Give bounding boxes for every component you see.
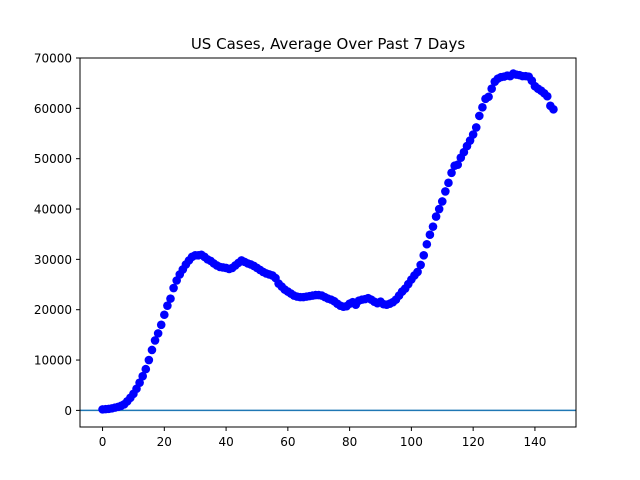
data-point — [141, 364, 151, 374]
data-point — [487, 84, 496, 94]
x-tick-label: 20 — [157, 435, 172, 449]
data-point — [413, 267, 422, 277]
data-point — [425, 230, 435, 239]
chart-title: US Cases, Average Over Past 7 Days — [191, 35, 465, 53]
data-point — [437, 197, 447, 206]
plot-area: 0 20 40 60 80 100 120 140 0 10000 20000 30000 40000 5… — [34, 52, 577, 449]
data-point — [419, 251, 429, 260]
data-point — [160, 310, 169, 320]
y-tick-label: 30000 — [34, 253, 72, 267]
data-point — [549, 105, 558, 114]
data-point — [428, 222, 438, 231]
data-point — [135, 378, 144, 387]
data-point — [150, 336, 160, 345]
data-point — [156, 320, 166, 330]
data-point — [147, 345, 157, 355]
x-tick-label: 140 — [523, 435, 546, 449]
data-point — [542, 91, 552, 101]
data-point — [144, 355, 154, 365]
y-tick-label: 10000 — [34, 354, 72, 368]
y-tick-label: 50000 — [34, 152, 72, 166]
y-tick-label: 70000 — [34, 52, 72, 66]
data-point — [475, 111, 484, 121]
x-tick-label: 60 — [280, 435, 295, 449]
data-point — [441, 187, 450, 196]
axes-frame — [79, 57, 577, 428]
x-tick-label: 0 — [99, 435, 107, 449]
y-tick-label: 20000 — [34, 303, 72, 317]
data-point — [153, 329, 163, 338]
x-tick-label: 100 — [400, 435, 423, 449]
data-point — [431, 212, 441, 221]
data-point — [471, 123, 481, 132]
data-point — [422, 239, 432, 249]
data-point — [169, 283, 178, 293]
data-point — [453, 160, 463, 170]
y-tick-label: 40000 — [34, 203, 72, 217]
data-point — [138, 371, 147, 381]
y-tick-label: 60000 — [34, 102, 72, 116]
data-point — [434, 204, 444, 214]
x-tick-label: 80 — [342, 435, 357, 449]
data-point — [444, 178, 453, 188]
data-point — [478, 103, 487, 112]
data-point — [468, 130, 478, 139]
data-point — [163, 301, 172, 310]
data-point — [447, 168, 456, 178]
y-tick-label: 0 — [64, 404, 72, 418]
x-tick-label: 120 — [462, 435, 485, 449]
x-tick-label: 40 — [218, 435, 233, 449]
data-point — [484, 92, 493, 102]
data-point — [166, 294, 175, 303]
data-point — [416, 260, 425, 270]
